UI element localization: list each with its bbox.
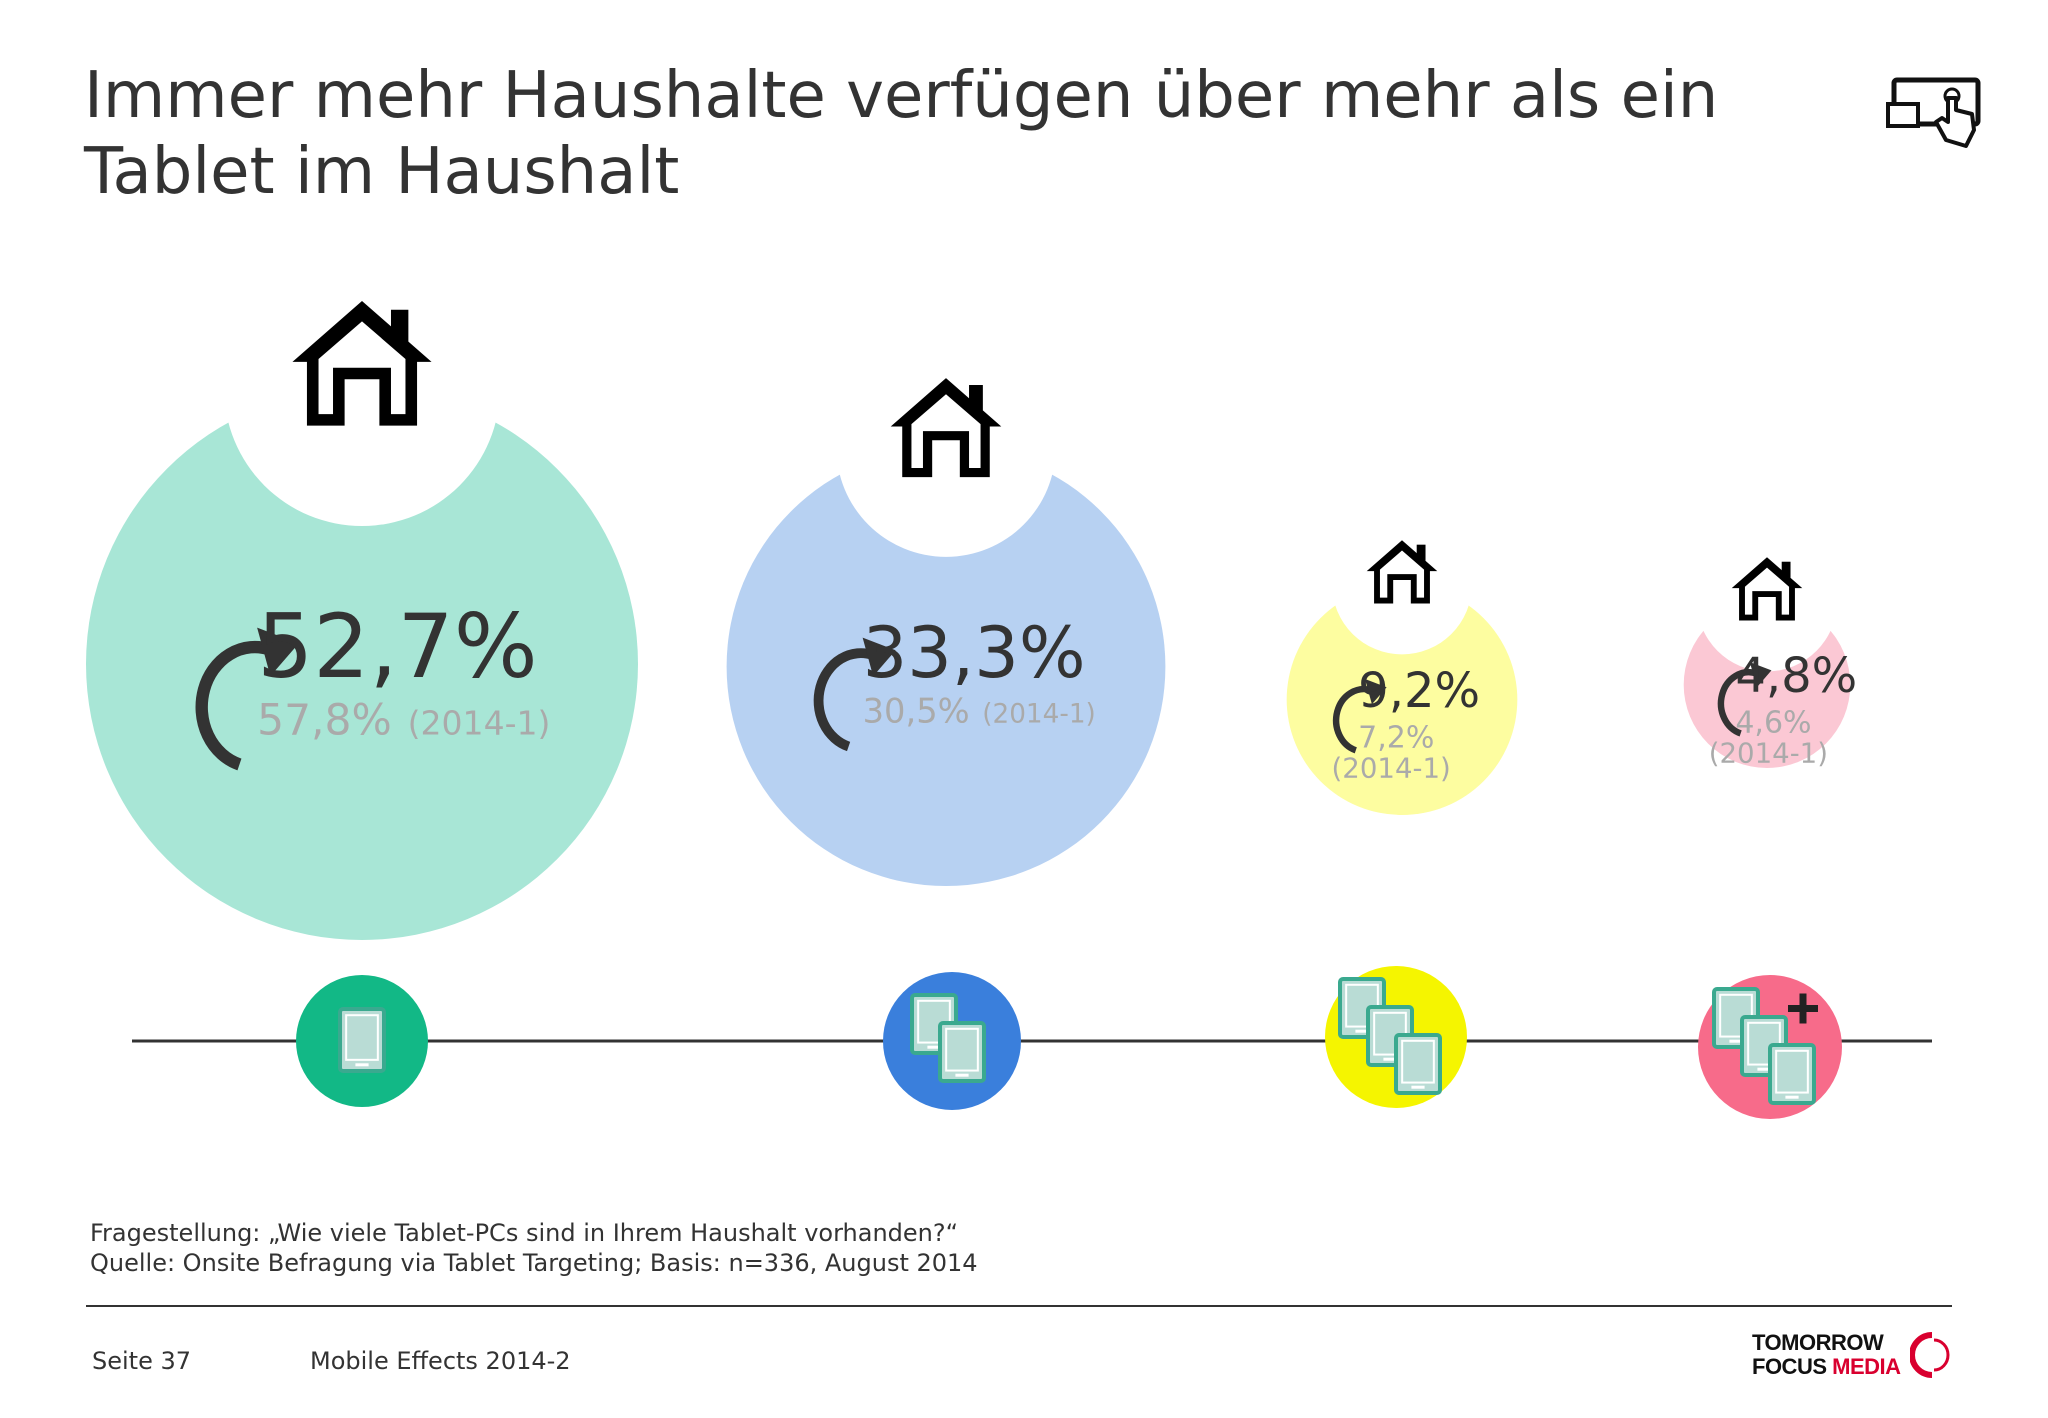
- company-logo: TOMORROW FOCUS MEDIA: [1752, 1330, 1952, 1380]
- tablet-count-badge-3: [1325, 966, 1467, 1108]
- previous-period-label: (2014-1): [1332, 751, 1451, 784]
- tablet-touch-icon: [1886, 77, 1981, 148]
- bubble-notch-3: [1332, 514, 1472, 655]
- bubble-1: [86, 388, 638, 940]
- value-label-current: 52,7%: [257, 595, 538, 698]
- tablet-count-badge-4: [1698, 975, 1842, 1119]
- tablet-icon: [1394, 1033, 1442, 1095]
- value-label-previous: 30,5%: [863, 692, 970, 731]
- footnote-source: Quelle: Onsite Befragung via Tablet Targ…: [90, 1249, 978, 1277]
- bubble-notch-4: [1697, 531, 1837, 672]
- logo-media: MEDIA: [1832, 1354, 1901, 1379]
- value-label-current: 9,2%: [1358, 663, 1480, 719]
- previous-period-label: (2014-1): [982, 700, 1096, 730]
- report-name: Mobile Effects 2014-2: [310, 1347, 571, 1375]
- refresh-arrow-icon: [195, 627, 299, 771]
- plus-icon: [1788, 993, 1818, 1024]
- value-label-current: 4,8%: [1735, 648, 1857, 704]
- logo-mark-icon: [1910, 1332, 1950, 1378]
- logo-line1: TOMORROW: [1752, 1330, 1884, 1355]
- bubble-notch-1: [224, 250, 500, 526]
- page-title-line1: Immer mehr Haushalte verfügen über mehr …: [84, 59, 1719, 133]
- tablet-icon: [938, 1021, 986, 1083]
- value-label-current: 33,3%: [863, 612, 1086, 694]
- bubble-notch-2: [836, 337, 1056, 557]
- refresh-arrow-icon: [813, 637, 896, 752]
- refresh-arrow-icon: [1717, 662, 1772, 737]
- value-label-previous: 7,2%: [1358, 720, 1434, 755]
- tablet-count-badge-2: [883, 972, 1021, 1110]
- page-title-line2: Tablet im Haushalt: [84, 135, 680, 209]
- value-label-previous: 4,6%: [1735, 705, 1811, 740]
- bubble-3: [1286, 584, 1518, 815]
- tablet-icon: [1768, 1043, 1816, 1105]
- logo-focus: FOCUS: [1752, 1354, 1827, 1379]
- bubble-2: [726, 447, 1166, 886]
- value-label-previous: 57,8%: [257, 695, 392, 744]
- page-title: Immer mehr Haushalte verfügen über mehr …: [84, 58, 1784, 210]
- previous-period-label: (2014-1): [1709, 736, 1828, 769]
- refresh-arrow-icon: [1332, 679, 1387, 754]
- logo-line2: FOCUS MEDIA: [1752, 1354, 1901, 1380]
- footnote: Fragestellung: „Wie viele Tablet-PCs sin…: [90, 1218, 978, 1278]
- tablet-count-badge-1: [296, 975, 428, 1107]
- page-number: Seite 37: [92, 1347, 192, 1375]
- footer-divider: [86, 1305, 1952, 1307]
- previous-period-label: (2014-1): [408, 703, 551, 742]
- tablet-icon: [338, 1007, 386, 1073]
- footnote-question: Fragestellung: „Wie viele Tablet-PCs sin…: [90, 1219, 959, 1247]
